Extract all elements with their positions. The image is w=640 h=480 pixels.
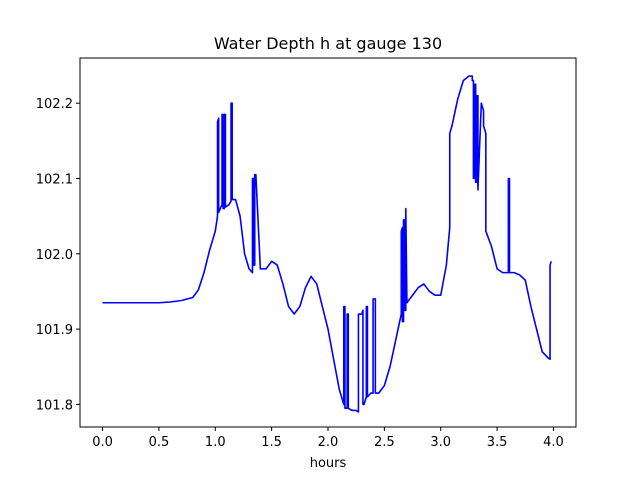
plot-area [102,75,552,413]
x-tick-label: 0.0 [92,435,113,450]
y-tick-label: 101.9 [36,323,73,338]
x-tick-label: 3.0 [430,435,451,450]
y-axis: 101.8 101.9 102.0 102.1 102.2 [36,97,80,413]
y-tick-label: 101.8 [36,398,73,413]
x-tick-label: 1.5 [261,435,282,450]
x-tick-label: 1.0 [205,435,226,450]
plot-frame [79,57,577,428]
x-tick-label: 4.0 [543,435,564,450]
x-axis-label: hours [310,456,347,471]
x-tick-label: 3.5 [487,435,508,450]
x-tick-label: 0.5 [149,435,170,450]
y-tick-label: 102.1 [36,172,73,187]
y-tick-label: 102.2 [36,97,73,112]
y-tick-label: 102.0 [36,248,73,263]
x-tick-label: 2.5 [374,435,395,450]
series-line-0 [102,75,552,413]
x-axis: 0.0 0.5 1.0 1.5 2.0 2.5 3.0 3.5 4.0 [92,427,564,450]
x-tick-label: 2.0 [318,435,339,450]
chart-title: Water Depth h at gauge 130 [214,34,442,53]
